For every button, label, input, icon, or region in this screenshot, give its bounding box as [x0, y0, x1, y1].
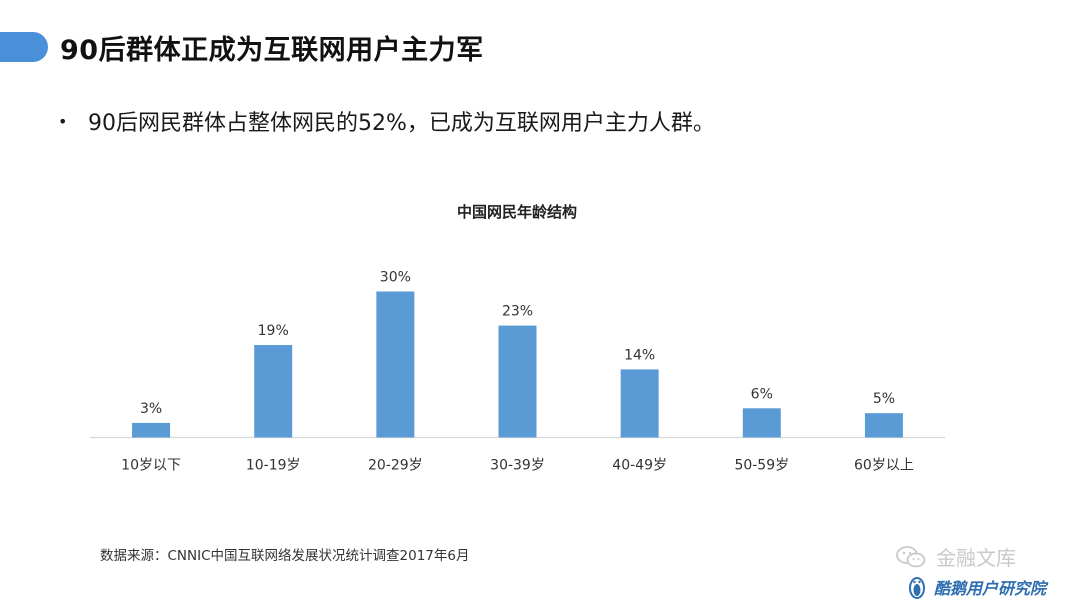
- chart-title: 中国网民年龄结构: [456, 203, 577, 221]
- penguin-logo-icon: [909, 577, 925, 599]
- wechat-icon: [896, 545, 926, 567]
- value-label-3: 23%: [502, 304, 533, 320]
- category-tick-label-0: 10岁以下: [121, 458, 181, 474]
- value-label-0: 3%: [140, 401, 162, 417]
- value-label-4: 14%: [624, 347, 655, 363]
- category-tick-label-6: 60岁以上: [854, 458, 914, 474]
- bar-5: [742, 408, 781, 438]
- bar-3: [498, 325, 537, 438]
- category-tick-label-5: 50-59岁: [734, 458, 789, 474]
- value-label-2: 30%: [380, 270, 411, 286]
- value-label-1: 19%: [258, 323, 289, 339]
- watermark-wenku: 金融文库: [896, 542, 1016, 571]
- bar-4: [620, 369, 659, 438]
- category-tick-label-1: 10-19岁: [246, 458, 301, 474]
- category-tick-label-2: 20-29岁: [368, 458, 423, 474]
- category-tick-label-4: 40-49岁: [612, 458, 667, 474]
- bar-6: [864, 413, 903, 438]
- bars-group: [132, 291, 903, 438]
- category-tick-labels-group: 10岁以下 10-19岁 20-29岁 30-39岁 40-49岁 50-59岁 60岁以上: [121, 458, 914, 474]
- watermark-research-text: 酷鹅用户研究院: [934, 579, 1047, 598]
- bullet-dot-icon: •: [58, 111, 68, 131]
- bar-1: [254, 345, 293, 438]
- category-tick-label-3: 30-39岁: [490, 458, 545, 474]
- page-title: 90后群体正成为互联网用户主力军: [60, 35, 484, 66]
- bar-0: [132, 422, 171, 438]
- value-label-5: 6%: [751, 386, 773, 402]
- watermark-research: 酷鹅用户研究院: [906, 574, 1046, 600]
- bullet-point: • 90后网民群体占整体网民的52%，已成为互联网用户主力人群。: [58, 105, 715, 137]
- bullet-text: 90后网民群体占整体网民的52%，已成为互联网用户主力人群。: [88, 111, 715, 136]
- watermark-wenku-text: 金融文库: [936, 546, 1016, 570]
- value-labels-group: 3% 19% 30% 23% 14% 6% 5%: [140, 270, 895, 417]
- title-accent-pill: [0, 32, 48, 62]
- data-source-note: 数据来源：CNNIC中国互联网络发展状况统计调查2017年6月: [100, 548, 470, 564]
- value-label-6: 5%: [873, 391, 895, 407]
- bar-2: [376, 291, 415, 438]
